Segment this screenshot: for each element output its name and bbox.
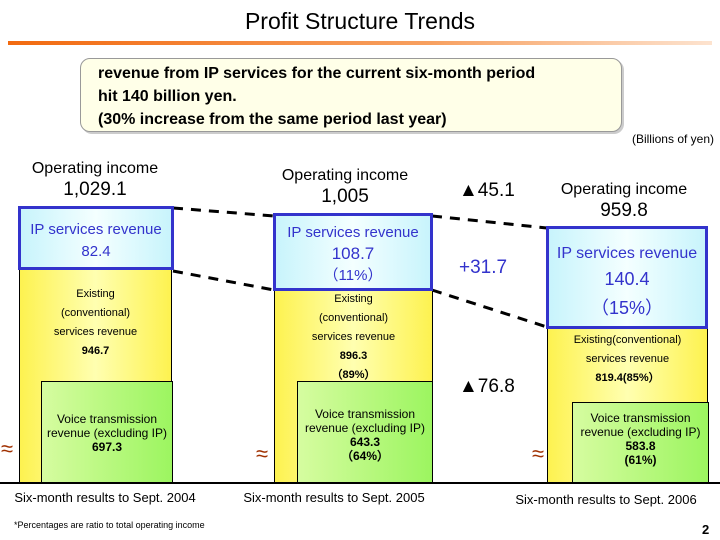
ip-value: 82.4 — [81, 243, 111, 260]
period-label-2005: Six-month results to Sept. 2005 — [243, 490, 425, 505]
existing-text: Existing(conventional) — [573, 334, 682, 346]
ip-top-connector — [172, 206, 275, 218]
voice-text: Voice transmission — [590, 411, 691, 425]
existing-text: services revenue — [311, 331, 396, 343]
footnote: *Percentages are ratio to total operatin… — [14, 520, 205, 530]
ip-pct: （11%） — [323, 267, 383, 284]
ip-bar-2004: IP services revenue 82.4 — [18, 206, 174, 270]
existing-value: 946.7 — [81, 345, 110, 357]
existing-text: services revenue — [585, 353, 670, 365]
ip-title: IP services revenue — [556, 245, 698, 262]
period-label-2006: Six-month results to Sept. 2006 — [515, 492, 697, 507]
voice-text: revenue (excluding IP) — [304, 421, 426, 435]
op-value: 1,005 — [321, 186, 369, 207]
op-label: Operating income — [31, 160, 159, 177]
existing-pct: （89%） — [331, 369, 376, 381]
callout-line: revenue from IP services for the current… — [98, 65, 536, 82]
op-value: 1,029.1 — [63, 179, 127, 200]
ip-bar-2006: IP services revenue 140.4 （15%） — [546, 226, 708, 329]
existing-text: Existing — [334, 293, 373, 305]
ip-top-connector — [431, 214, 548, 230]
voice-bar-2004: Voice transmission revenue (excluding IP… — [41, 381, 173, 483]
ip-delta: +31.7 — [459, 257, 508, 278]
operating-income-2006: Operating income 959.8 — [534, 179, 714, 221]
summary-callout: revenue from IP services for the current… — [80, 58, 622, 132]
voice-value: 583.8 — [625, 439, 656, 453]
voice-pct: (61%) — [624, 453, 657, 467]
baseline — [0, 482, 720, 484]
ip-bottom-connector — [172, 269, 275, 292]
operating-delta: ▲45.1 — [459, 180, 515, 201]
existing-delta: ▲76.8 — [459, 376, 515, 397]
existing-value: 896.3 — [339, 350, 368, 362]
ip-title: IP services revenue — [287, 224, 419, 241]
ip-bar-2005: IP services revenue 108.7 （11%） — [273, 213, 433, 291]
callout-line: hit 140 billion yen. — [98, 88, 237, 105]
voice-text: Voice transmission — [56, 412, 158, 426]
period-label-2004: Six-month results to Sept. 2004 — [14, 490, 196, 505]
voice-value: 643.3 — [349, 435, 381, 449]
voice-text: revenue (excluding IP) — [580, 425, 701, 439]
existing-value: 819.4(85%） — [595, 372, 660, 384]
callout-line: (30% increase from the same period last … — [98, 111, 447, 128]
ip-value: 140.4 — [604, 269, 650, 289]
page-title: Profit Structure Trends — [244, 8, 476, 34]
existing-text: services revenue — [53, 326, 138, 338]
ip-title: IP services revenue — [30, 221, 162, 238]
axis-break-icon: ≈ — [1, 436, 14, 461]
voice-text: Voice transmission — [314, 407, 416, 421]
axis-break-icon: ≈ — [532, 441, 545, 466]
ip-pct: （15%） — [590, 298, 664, 318]
op-label: Operating income — [281, 167, 409, 184]
existing-text: (conventional) — [318, 312, 389, 324]
voice-pct: （64%） — [340, 449, 390, 463]
existing-text: (conventional) — [60, 307, 131, 319]
voice-text: revenue (excluding IP) — [46, 426, 168, 440]
title-underline — [8, 41, 712, 45]
existing-text: Existing — [76, 288, 115, 300]
unit-label: (Billions of yen) — [631, 132, 714, 146]
op-value: 959.8 — [600, 200, 648, 221]
ip-value: 108.7 — [331, 244, 375, 263]
voice-value: 697.3 — [91, 440, 123, 454]
op-label: Operating income — [560, 181, 688, 198]
operating-income-2004: Operating income 1,029.1 — [5, 158, 185, 200]
voice-bar-2006: Voice transmission revenue (excluding IP… — [572, 402, 709, 483]
voice-bar-2005: Voice transmission revenue (excluding IP… — [297, 381, 433, 483]
page-number: 2 — [702, 522, 710, 537]
operating-income-2005: Operating income 1,005 — [255, 165, 435, 207]
ip-bottom-connector — [431, 288, 548, 329]
axis-break-icon: ≈ — [256, 441, 269, 466]
